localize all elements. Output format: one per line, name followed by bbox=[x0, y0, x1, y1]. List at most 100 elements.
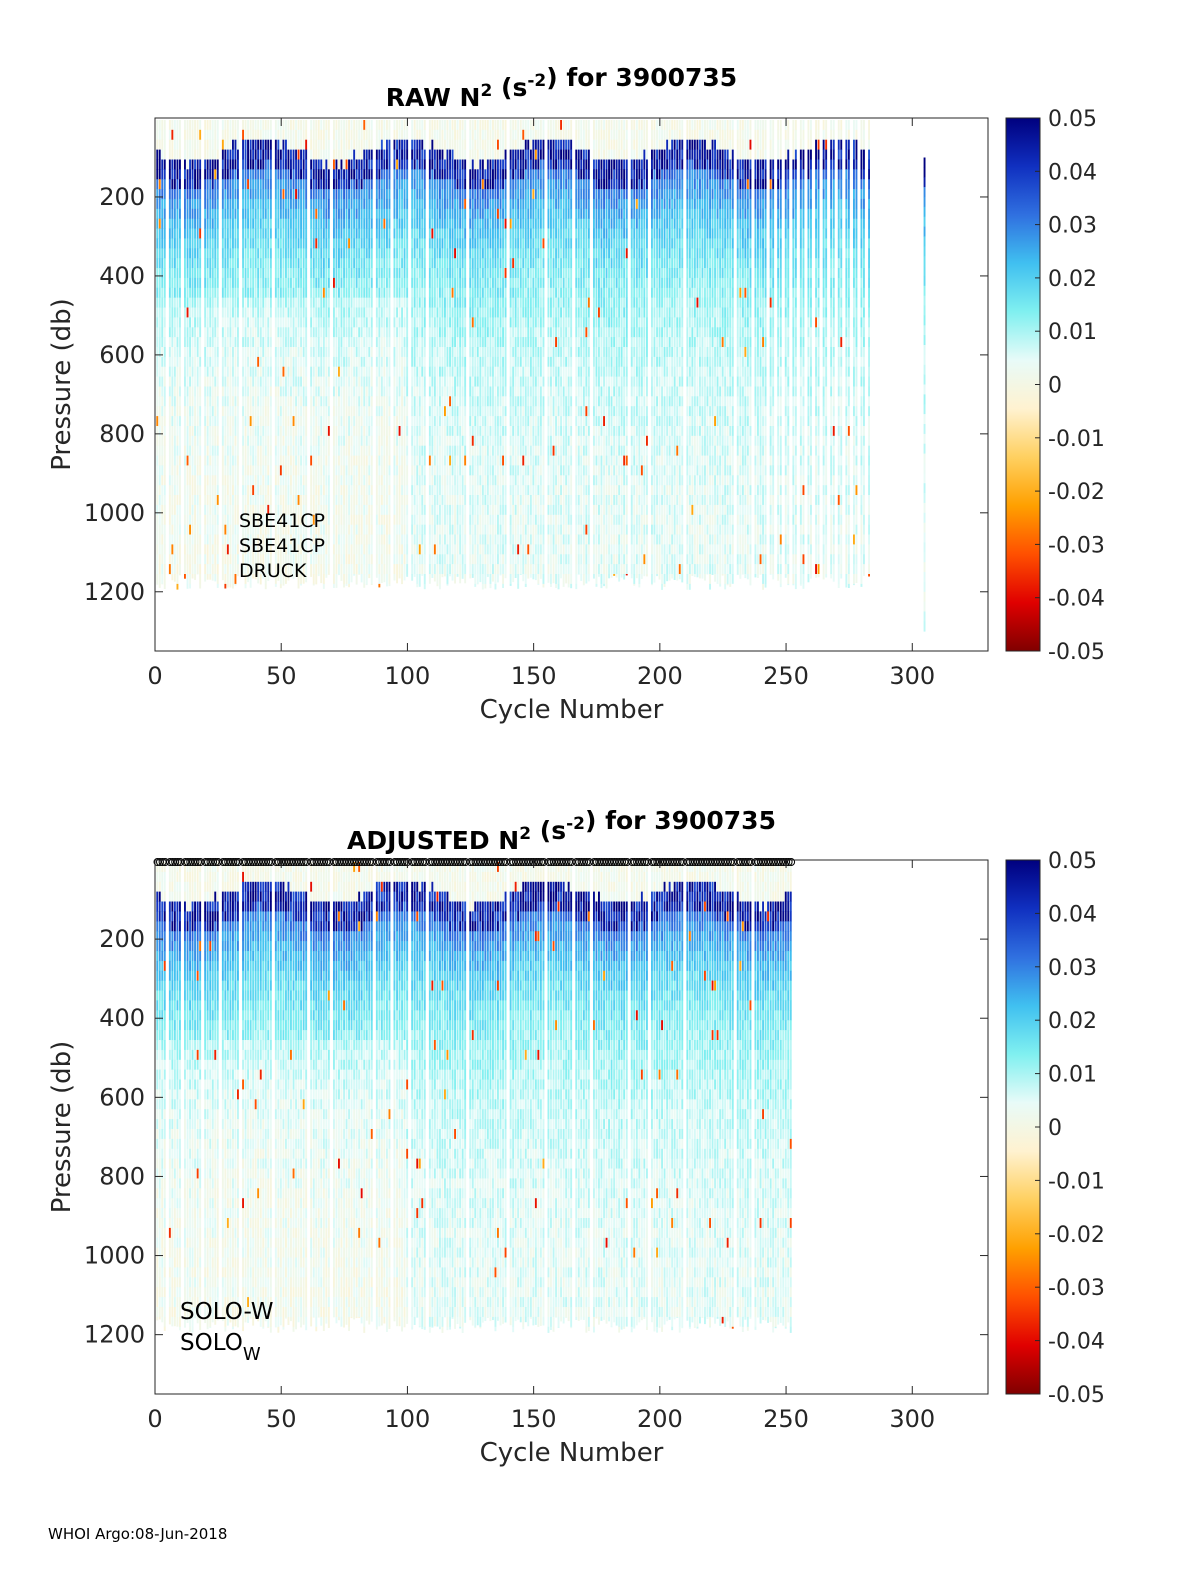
heatmap-cell bbox=[325, 396, 327, 406]
heatmap-cell bbox=[199, 160, 201, 170]
heatmap-cell bbox=[230, 327, 232, 337]
heatmap-cell bbox=[298, 169, 300, 179]
heatmap-cell bbox=[338, 475, 340, 485]
heatmap-cell bbox=[169, 337, 171, 347]
heatmap-cell bbox=[439, 248, 441, 258]
heatmap-cell bbox=[235, 495, 237, 505]
heatmap-cell bbox=[204, 416, 206, 426]
heatmap-cell bbox=[363, 574, 365, 584]
heatmap-cell bbox=[338, 446, 340, 456]
heatmap-cell bbox=[227, 495, 229, 505]
heatmap-cell bbox=[414, 288, 416, 298]
heatmap-cell bbox=[378, 406, 380, 416]
heatmap-cell bbox=[189, 475, 191, 485]
heatmap-cell bbox=[442, 416, 444, 426]
heatmap-cell bbox=[336, 169, 338, 179]
heatmap-cell bbox=[371, 564, 373, 574]
heatmap-cell bbox=[325, 199, 327, 209]
heatmap-cell bbox=[315, 160, 317, 170]
heatmap-cell bbox=[227, 238, 229, 248]
heatmap-cell bbox=[449, 475, 451, 485]
heatmap-cell bbox=[293, 485, 295, 495]
heatmap-cell bbox=[421, 367, 423, 377]
heatmap-cell bbox=[442, 308, 444, 318]
heatmap-cell bbox=[214, 347, 216, 357]
heatmap-cell bbox=[421, 238, 423, 248]
heatmap-cell bbox=[250, 387, 252, 397]
heatmap-cell bbox=[230, 120, 232, 130]
heatmap-cell bbox=[394, 406, 396, 416]
heatmap-cell bbox=[283, 219, 285, 229]
heatmap-cell bbox=[207, 475, 209, 485]
heatmap-cell bbox=[353, 258, 355, 268]
heatmap-cell bbox=[237, 160, 239, 170]
heatmap-cell bbox=[164, 209, 166, 219]
heatmap-cell bbox=[411, 426, 413, 436]
heatmap-cell bbox=[361, 169, 363, 179]
heatmap-cell bbox=[399, 485, 401, 495]
heatmap-cell bbox=[315, 120, 317, 130]
heatmap-cell bbox=[270, 120, 272, 130]
heatmap-cell bbox=[411, 377, 413, 387]
heatmap-cell bbox=[247, 416, 249, 426]
heatmap-cell bbox=[212, 505, 214, 515]
heatmap-cell bbox=[164, 169, 166, 179]
heatmap-cell bbox=[449, 140, 451, 150]
heatmap-cell bbox=[293, 317, 295, 327]
heatmap-cell bbox=[338, 396, 340, 406]
heatmap-cell bbox=[204, 406, 206, 416]
heatmap-cell bbox=[262, 150, 264, 160]
heatmap-cell bbox=[255, 456, 257, 466]
heatmap-cell bbox=[371, 179, 373, 189]
heatmap-cell bbox=[429, 317, 431, 327]
heatmap-cell bbox=[416, 258, 418, 268]
heatmap-cell bbox=[389, 179, 391, 189]
heatmap-cell bbox=[358, 515, 360, 525]
heatmap-cell bbox=[171, 150, 173, 160]
heatmap-cell bbox=[371, 140, 373, 150]
heatmap-cell bbox=[414, 248, 416, 258]
heatmap-cell bbox=[386, 465, 388, 475]
heatmap-cell bbox=[159, 406, 161, 416]
heatmap-cell bbox=[343, 505, 345, 515]
heatmap-cell bbox=[303, 377, 305, 387]
heatmap-cell bbox=[396, 367, 398, 377]
heatmap-cell bbox=[401, 515, 403, 525]
heatmap-cell bbox=[343, 229, 345, 239]
heatmap-cell bbox=[381, 219, 383, 229]
heatmap-cell bbox=[184, 160, 186, 170]
heatmap-cell bbox=[363, 436, 365, 446]
heatmap-cell bbox=[232, 564, 234, 574]
heatmap-cell bbox=[336, 544, 338, 554]
heatmap-cell bbox=[371, 505, 373, 515]
heatmap-cell bbox=[437, 525, 439, 535]
heatmap-cell bbox=[449, 288, 451, 298]
heatmap-cell bbox=[396, 160, 398, 170]
heatmap-cell bbox=[313, 278, 315, 288]
heatmap-cell bbox=[421, 554, 423, 564]
heatmap-cell bbox=[285, 278, 287, 288]
heatmap-cell bbox=[184, 436, 186, 446]
heatmap-cell bbox=[285, 406, 287, 416]
heatmap-cell bbox=[242, 258, 244, 268]
heatmap-cell bbox=[356, 278, 358, 288]
heatmap-cell bbox=[232, 367, 234, 377]
heatmap-cell bbox=[315, 179, 317, 189]
heatmap-cell bbox=[396, 525, 398, 535]
heatmap-cell bbox=[434, 564, 436, 574]
heatmap-cell bbox=[381, 308, 383, 318]
heatmap-cell bbox=[242, 396, 244, 406]
heatmap-cell bbox=[371, 288, 373, 298]
heatmap-cell bbox=[396, 258, 398, 268]
heatmap-cell bbox=[161, 387, 163, 397]
heatmap-cell bbox=[197, 268, 199, 278]
heatmap-cell bbox=[361, 396, 363, 406]
heatmap-cell bbox=[351, 238, 353, 248]
heatmap-cell bbox=[358, 357, 360, 367]
heatmap-cell bbox=[401, 377, 403, 387]
heatmap-cell bbox=[189, 278, 191, 288]
heatmap-cell bbox=[411, 258, 413, 268]
heatmap-cell bbox=[444, 278, 446, 288]
heatmap-cell bbox=[348, 238, 350, 248]
heatmap-cell bbox=[386, 229, 388, 239]
